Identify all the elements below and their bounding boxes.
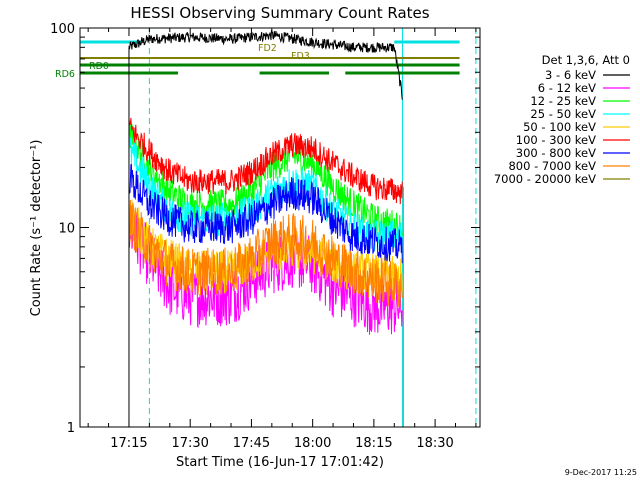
flag-label-rd6: RD6 bbox=[55, 69, 75, 80]
legend-label: 100 - 300 keV bbox=[516, 133, 596, 147]
series-line-5 bbox=[128, 199, 403, 299]
x-axis-label: Start Time (16-Jun-17 17:01:42) bbox=[176, 455, 384, 470]
legend-label: 25 - 50 keV bbox=[530, 107, 596, 121]
y-axis-label: Count Rate (s⁻¹ detector⁻¹) bbox=[29, 140, 44, 317]
series-line-8 bbox=[128, 200, 403, 309]
x-axis: 17:15 17:30 17:45 18:00 18:15 18:30 bbox=[87, 28, 477, 451]
legend-title: Det 1,3,6, Att 0 bbox=[542, 53, 630, 67]
legend-label: 12 - 25 keV bbox=[530, 94, 596, 108]
legend-label: 50 - 100 keV bbox=[523, 120, 596, 134]
x-tick-label: 18:30 bbox=[416, 436, 453, 451]
flag-label-rd0: RD0 bbox=[89, 61, 109, 72]
legend-label: 7000 - 20000 keV bbox=[494, 172, 596, 186]
x-tick-label: 18:15 bbox=[355, 436, 392, 451]
legend-label: 300 - 800 keV bbox=[516, 146, 596, 160]
series-line-1 bbox=[128, 29, 403, 100]
series-line-6 bbox=[128, 117, 403, 205]
y-axis: 1 10 100 bbox=[50, 22, 480, 436]
x-tick-label: 17:15 bbox=[110, 436, 147, 451]
legend-label: 3 - 6 keV bbox=[545, 68, 596, 82]
y-tick-label: 100 bbox=[50, 22, 75, 37]
footer-timestamp: 9-Dec-2017 11:25 bbox=[565, 468, 637, 477]
chart-title: HESSI Observing Summary Count Rates bbox=[130, 4, 429, 22]
x-tick-label: 18:00 bbox=[294, 436, 331, 451]
y-tick-label: 1 bbox=[67, 421, 75, 436]
plot-area: RD0 RD6 FD2 FD3 bbox=[55, 28, 477, 427]
legend-label: 6 - 12 keV bbox=[538, 81, 596, 95]
flag-label-fd3: FD3 bbox=[291, 51, 310, 62]
x-tick-label: 17:45 bbox=[233, 436, 270, 451]
flag-label-fd2: FD2 bbox=[258, 43, 277, 54]
series-line-7 bbox=[128, 163, 403, 264]
x-tick-label: 17:30 bbox=[171, 436, 208, 451]
y-tick-label: 10 bbox=[58, 222, 75, 237]
legend-label: 800 - 7000 keV bbox=[508, 159, 596, 173]
